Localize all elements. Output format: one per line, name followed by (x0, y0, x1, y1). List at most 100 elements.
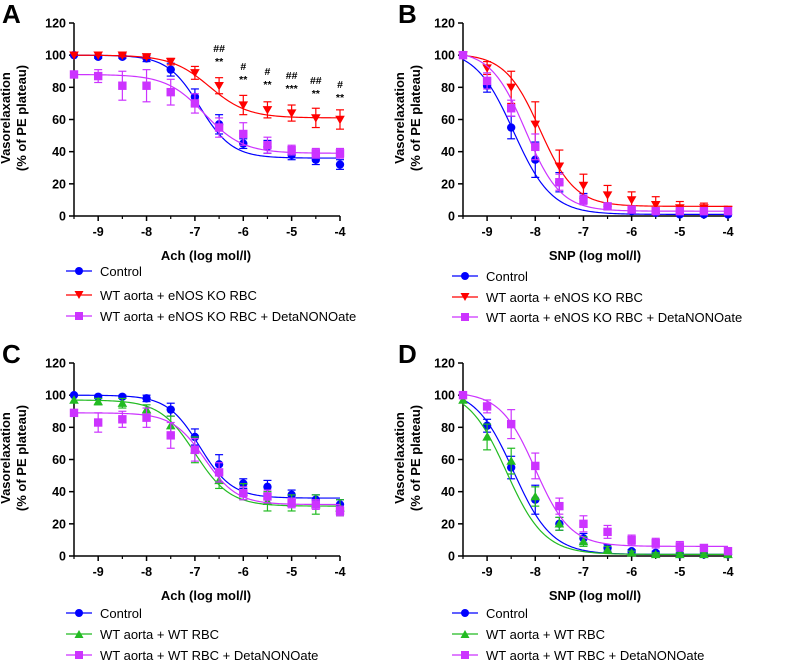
legend-label: Control (486, 269, 528, 284)
data-point (142, 413, 151, 422)
data-point (627, 535, 636, 545)
data-point (651, 538, 660, 548)
x-tick-label: -6 (626, 225, 637, 239)
data-point (311, 114, 321, 123)
significance-mark: ## (310, 75, 322, 87)
x-axis-title: SNP (log mol/l) (549, 588, 641, 603)
legend: Control WT aorta + WT RBC WT aorta + WT … (452, 606, 704, 662)
panel-d: D Vasorelaxation (% of PE plateau) SNP (… (392, 339, 734, 662)
significance-annotations: ##** #**#**##***##**#** (213, 43, 345, 104)
data-point (626, 548, 637, 557)
legend-marker (461, 272, 469, 280)
x-axis-title: Ach (log mol/l) (161, 248, 251, 263)
fit-curve (462, 393, 728, 547)
data-point (93, 418, 103, 427)
significance-mark: ** (312, 88, 321, 100)
data-point (482, 402, 492, 411)
data-point (554, 519, 565, 528)
data-point (699, 549, 709, 559)
legend-marker (75, 651, 83, 659)
series (69, 50, 345, 170)
significance-mark: # (337, 79, 343, 91)
fit-curve (73, 399, 341, 507)
data-point (579, 519, 588, 529)
legend-marker (461, 609, 469, 617)
legend: Control WT aorta + WT RBC WT aorta + WT … (66, 606, 318, 662)
x-tick-label: -9 (482, 565, 493, 579)
data-point (263, 482, 272, 492)
y-tick-label: 60 (441, 113, 455, 127)
legend-label: WT aorta + eNOS KO RBC (486, 290, 643, 305)
y-axis-title-2: (% of PE plateau) (14, 405, 29, 511)
legend-marker (75, 267, 83, 275)
legend-marker (461, 313, 469, 321)
data-point (675, 549, 685, 559)
legend-label: Control (100, 264, 142, 279)
legend-label: WT aorta + eNOS KO RBC + DetaNONOate (100, 309, 356, 324)
series (458, 50, 733, 216)
data-point (578, 181, 589, 191)
y-tick-label: 120 (45, 357, 66, 371)
chart-plot: 0 20 40 60 80 100 120 -9 -8 -7 -6 -5 -4 (434, 357, 733, 580)
legend-item-control: Control (66, 606, 142, 621)
legend: Control WT aorta + eNOS KO RBC WT aorta … (452, 269, 742, 325)
x-tick-label: -6 (626, 565, 637, 579)
y-tick-label: 40 (441, 485, 455, 499)
y-tick-label: 100 (434, 389, 455, 403)
y-tick-label: 40 (52, 145, 66, 159)
series (69, 69, 345, 159)
data-point (530, 120, 541, 130)
legend-label: Control (100, 606, 142, 621)
x-tick-label: -5 (286, 565, 297, 579)
fit-curve (74, 394, 340, 499)
y-tick-label: 80 (441, 81, 455, 95)
legend-item-control: Control (66, 264, 142, 279)
data-point (335, 149, 345, 158)
significance-mark: ** (239, 74, 248, 86)
series (458, 395, 733, 559)
legend-marker (74, 630, 84, 638)
legend-label: WT aorta + eNOS KO RBC (100, 288, 257, 303)
significance-mark: ## (213, 43, 225, 55)
fit-curve (462, 54, 728, 212)
data-point (263, 141, 272, 150)
data-point (311, 500, 321, 509)
y-axis-title-2: (% of PE plateau) (408, 405, 423, 511)
data-point (69, 70, 79, 79)
data-point (602, 544, 613, 554)
data-point (531, 461, 540, 471)
y-tick-label: 100 (45, 389, 66, 403)
y-tick-label: 20 (441, 177, 455, 191)
data-point (458, 50, 468, 60)
series (69, 407, 345, 517)
x-tick-label: -8 (530, 565, 541, 579)
panel-letter: D (398, 339, 417, 369)
data-point (165, 57, 176, 67)
data-point (69, 395, 79, 404)
data-point (482, 76, 492, 86)
x-tick-label: -6 (238, 225, 249, 239)
legend-item-control: Control (452, 269, 528, 284)
data-point (506, 83, 516, 93)
x-tick-label: -5 (286, 225, 297, 239)
data-point (118, 81, 127, 90)
data-point (93, 51, 103, 60)
y-tick-label: 60 (52, 113, 66, 127)
data-point (190, 69, 200, 78)
data-point (554, 162, 565, 171)
legend-marker (75, 312, 83, 320)
data-point (675, 542, 685, 551)
x-tick-label: -6 (238, 565, 249, 579)
data-point (166, 405, 175, 414)
data-point (458, 395, 468, 404)
legend-marker (460, 293, 470, 301)
y-tick-label: 80 (441, 421, 455, 435)
y-axis-title: Vasorelaxation (392, 412, 407, 504)
data-point (650, 549, 661, 559)
data-point (627, 205, 636, 214)
significance-mark: ** (263, 79, 272, 91)
legend-item-eNOS-KO-RBC-DetaNONOate: WT aorta + eNOS KO RBC + DetaNONOate (452, 310, 742, 325)
significance-mark: # (265, 66, 271, 78)
y-axis-title: Vasorelaxation (0, 72, 13, 164)
